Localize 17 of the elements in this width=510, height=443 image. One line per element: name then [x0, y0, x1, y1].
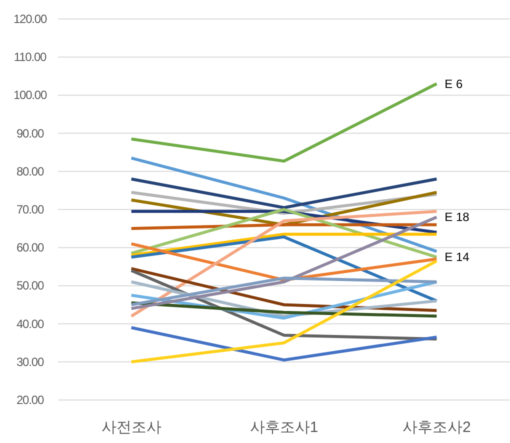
y-tick-label: 20.00 [16, 393, 44, 407]
y-tick-label: 50.00 [16, 278, 44, 293]
y-tick-label: 100.00 [13, 88, 48, 102]
y-tick-label: 70.00 [16, 202, 44, 216]
annotation: E 14 [444, 250, 470, 264]
y-tick-label: 60.00 [16, 240, 44, 255]
y-tick-label: 120.00 [13, 12, 48, 26]
annotation: E 6 [444, 76, 464, 91]
y-tick-label: 90.00 [16, 126, 44, 140]
x-tick-label: 사전조사 [101, 419, 162, 436]
y-tick-label: 110.00 [14, 50, 48, 64]
x-tick-label: 사후조사1 [250, 419, 318, 436]
y-tick-label: 80.00 [16, 164, 44, 178]
y-tick-label: 40.00 [16, 316, 44, 331]
x-tick-label: 사후조사2 [402, 419, 471, 436]
annotation: E 18 [444, 210, 470, 224]
y-tick-label: 30.00 [16, 354, 44, 369]
